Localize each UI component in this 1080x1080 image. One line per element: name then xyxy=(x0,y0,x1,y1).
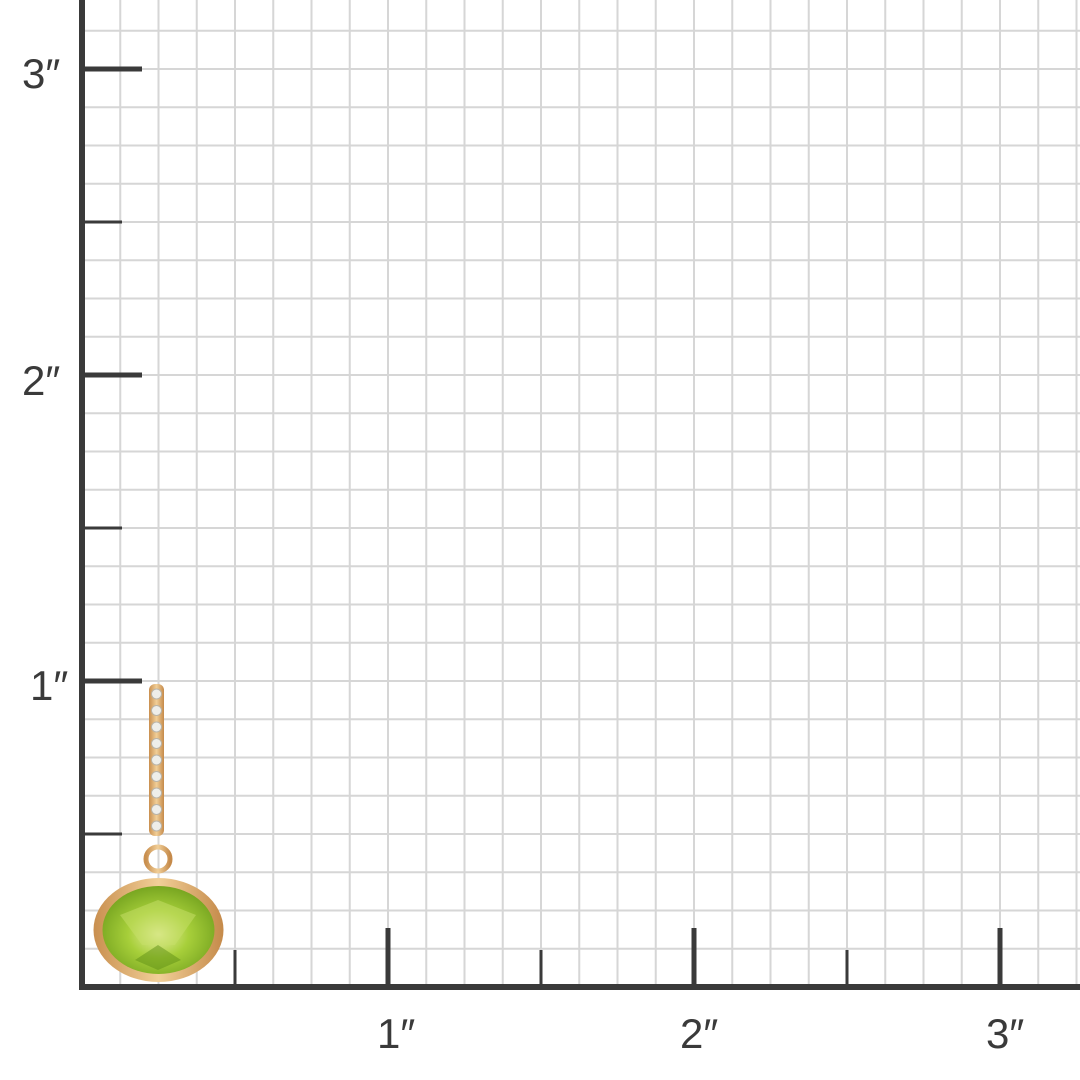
diamond xyxy=(151,721,162,733)
y-label-2: 2″ xyxy=(22,357,60,404)
earring-loop xyxy=(143,844,173,874)
diamond xyxy=(151,820,162,832)
diamond xyxy=(151,787,162,799)
diamond xyxy=(151,688,162,700)
diamond xyxy=(151,705,162,716)
diamond xyxy=(151,771,162,782)
y-label-1: 1″ xyxy=(30,662,68,709)
diamond xyxy=(151,738,162,749)
earring-image xyxy=(93,684,224,982)
x-label-2: 2″ xyxy=(680,1010,718,1057)
grid-lines xyxy=(82,0,1080,987)
x-label-3: 3″ xyxy=(986,1010,1024,1057)
axis-ticks xyxy=(82,66,1003,987)
diamond xyxy=(151,754,162,766)
diamonds xyxy=(151,688,162,832)
y-label-3: 3″ xyxy=(22,50,60,97)
diamond xyxy=(151,804,162,815)
x-label-1: 1″ xyxy=(377,1010,415,1057)
